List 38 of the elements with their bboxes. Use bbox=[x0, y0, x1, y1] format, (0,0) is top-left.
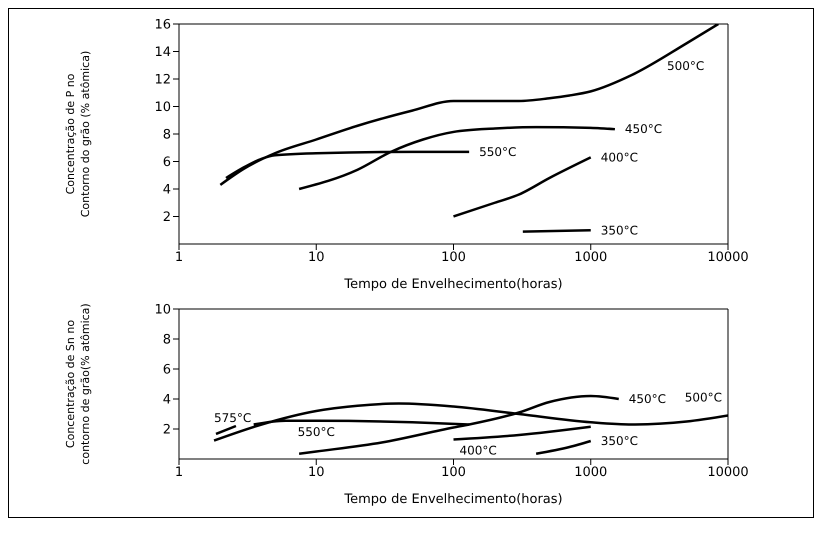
x-tick-label: 1000 bbox=[574, 250, 608, 266]
series-label: 350°C bbox=[600, 434, 638, 448]
series-label: 550°C bbox=[298, 424, 335, 439]
series-label: 500°C bbox=[667, 59, 704, 73]
x-tick-label: 100 bbox=[441, 250, 466, 266]
series-label: 450°C bbox=[628, 392, 666, 406]
y-tick-label: 10 bbox=[154, 100, 171, 116]
x-tick-label: 1 bbox=[174, 250, 184, 266]
x-tick-label: 10 bbox=[308, 250, 325, 266]
series-label: 350°C bbox=[600, 223, 638, 238]
x-tick-label: 1 bbox=[174, 465, 184, 480]
y-tick-label: 8 bbox=[162, 128, 171, 143]
series-label: 500°C bbox=[684, 390, 722, 404]
x-tick-label: 100 bbox=[441, 465, 466, 480]
series-label: 400°C bbox=[600, 150, 638, 164]
y-axis-title: Concentração de P no Contorno do grão (% atômica) bbox=[64, 50, 92, 218]
x-axis-title: Tempo de Envelhecimento(horas) bbox=[343, 277, 563, 292]
x-tick-label: 1000 bbox=[574, 465, 608, 480]
x-axis-title: Tempo de Envelhecimento(horas) bbox=[343, 492, 563, 507]
y-tick-label: 8 bbox=[162, 332, 171, 348]
x-tick-label: 10 bbox=[308, 465, 325, 480]
y-tick-label: 14 bbox=[154, 45, 171, 60]
y-tick-label: 4 bbox=[162, 392, 171, 408]
y-tick-label: 2 bbox=[162, 422, 171, 438]
y-tick-label: 10 bbox=[154, 302, 171, 318]
y-axis-title: Concentração de Sn no contorno de grão(% atômica) bbox=[64, 303, 92, 465]
series-label: 450°C bbox=[624, 122, 662, 136]
y-tick-label: 6 bbox=[162, 155, 171, 170]
y-tick-label: 12 bbox=[154, 72, 171, 88]
series-label: 400°C bbox=[460, 444, 497, 458]
y-tick-label: 16 bbox=[154, 18, 171, 33]
y-tick-label: 6 bbox=[162, 362, 171, 378]
y-tick-label: 4 bbox=[162, 182, 171, 198]
series-label: 575°C bbox=[214, 410, 252, 425]
series-label: 550°C bbox=[479, 144, 516, 159]
x-tick-label: 10000 bbox=[707, 465, 749, 480]
y-tick-label: 2 bbox=[162, 210, 171, 226]
x-tick-label: 10000 bbox=[707, 250, 749, 266]
